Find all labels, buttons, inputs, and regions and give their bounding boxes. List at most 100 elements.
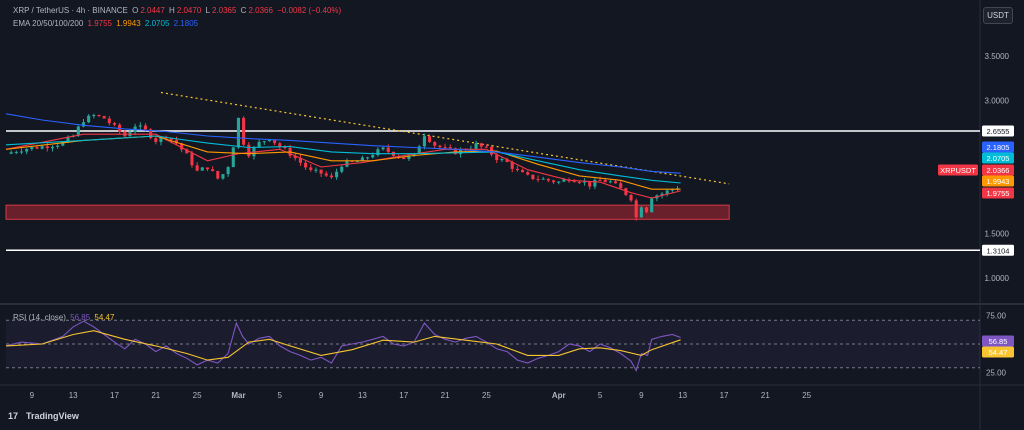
candle-body [526,172,530,175]
candle-body [546,178,550,181]
candle-body [557,181,561,183]
ema200-value: 2.1805 [173,19,199,28]
rsi-value: 56.85 [70,313,91,322]
time-tick-label: 5 [278,391,283,400]
rsi-tick-label: 25.00 [986,369,1007,378]
brand-label: TradingView [26,411,79,421]
close-value: 2.0366 [248,6,273,15]
high-value: 2.0470 [176,6,202,15]
candle-body [226,167,230,175]
ema-line-ema100 [5,135,681,184]
candle-body [242,117,246,145]
time-tick-label: Apr [552,391,566,400]
candle-body [278,143,282,147]
candle-body [216,171,220,179]
candle-body [629,194,633,201]
candle-body [536,179,540,181]
ema50-value: 1.9943 [116,19,141,28]
rsi-tag: 54.47 [989,348,1008,357]
candle-body [25,149,29,152]
candle-body [453,148,457,155]
open-value: 2.0447 [140,6,165,15]
candle-body [505,159,509,162]
candle-body [531,174,535,180]
candle-body [231,147,235,168]
price-tag-bg [982,175,1014,187]
currency-button[interactable]: USDT [983,7,1013,24]
candle-body [335,171,339,178]
time-tick-label: 9 [30,391,35,400]
ema100-value: 2.0705 [144,19,170,28]
tradingview-logo[interactable]: 17 TradingView [8,411,79,421]
candle-body [195,165,199,171]
time-tick-label: 21 [441,391,450,400]
ema-line-ema50 [5,135,681,190]
ema-line-ema200 [5,113,681,174]
time-tick-label: 5 [598,391,603,400]
candle-body [211,169,215,172]
candle-body [443,147,447,149]
candle-body [319,169,323,174]
time-tick-label: 13 [358,391,367,400]
rsi-ma-value: 54.47 [94,313,115,322]
low-value: 2.0365 [211,6,237,15]
level-tag: 1.3104 [987,246,1010,255]
candle-body [624,188,628,195]
candle-body [433,142,437,146]
candle-body [185,149,189,154]
price-tag-bg [982,141,1014,153]
time-tick-label: 21 [761,391,770,400]
symbol-label[interactable]: XRP / TetherUS · 4h · BINANCE [13,6,128,15]
candle-body [660,193,664,196]
level-tag: 2.6555 [987,127,1010,136]
candle-body [273,139,277,144]
candle-body [448,147,452,149]
candle-body [81,122,86,127]
candle-body [402,157,406,160]
candle-body [180,143,184,150]
candle-body [593,179,597,187]
candle-body [61,142,65,146]
candle-body [552,180,556,183]
candle-body [324,173,328,176]
rsi-label[interactable]: RSI (14, close) [13,313,66,322]
candle-body [340,166,344,172]
candle-body [366,157,370,159]
level-tag-bg [982,244,1014,256]
candle-body [376,149,380,156]
time-tick-label: 17 [720,391,729,400]
candle-body [355,161,359,163]
candle-body [314,169,318,171]
price-tag-bg [982,187,1014,199]
candle-body [14,152,18,154]
candle-body [479,143,483,147]
candle-body [650,198,654,213]
ema-legend: EMA 20/50/100/200 1.9755 1.9943 2.0705 2… [13,19,200,28]
candle-body [417,146,421,154]
candle-body [247,144,251,157]
ema-label[interactable]: EMA 20/50/100/200 [13,19,84,28]
rsi-tag-bg [982,346,1014,358]
candle-body [515,168,519,171]
candle-body [510,161,514,169]
price-axis [980,0,1024,430]
candle-body [619,183,623,189]
candle-body [9,152,13,154]
price-tag: XRPUSDT [940,166,976,175]
candle-body [190,153,194,166]
candle-body [613,181,618,184]
rsi-legend: RSI (14, close) 56.85 54.47 [13,313,116,322]
candle-body [257,141,261,148]
time-tick-label: 25 [482,391,491,400]
candle-body [205,167,210,170]
candle-body [236,117,241,148]
candle-body [97,115,101,117]
candle-body [66,136,70,143]
tradingview-icon: 17 [8,411,19,421]
candle-body [45,146,49,149]
price-tag: 2.0366 [987,166,1010,175]
candle-body [138,125,142,127]
candle-body [634,200,638,218]
candle-body [521,170,525,173]
